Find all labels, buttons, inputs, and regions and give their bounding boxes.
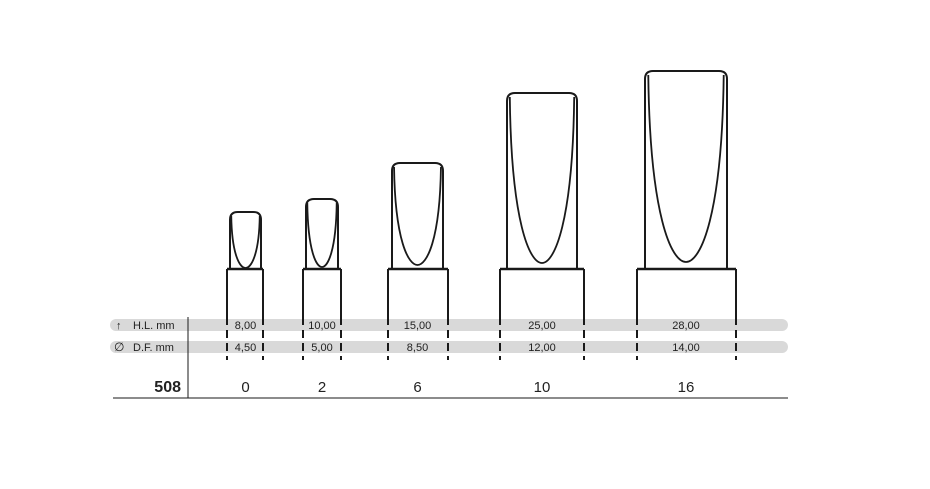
bur-blade-curve <box>647 74 725 263</box>
hl-value: 28,00 <box>672 320 700 332</box>
value-group: 8,00 4,50 0 10,00 5,00 2 15,00 8,50 6 25,00 12,00 1… <box>235 320 700 396</box>
bur-16 <box>636 70 737 360</box>
hl-value: 10,00 <box>308 320 336 332</box>
bur-0 <box>226 211 264 360</box>
hl-value: 15,00 <box>404 320 432 332</box>
df-value: 8,50 <box>407 342 428 354</box>
hl-value: 8,00 <box>235 320 256 332</box>
bur-head-outline <box>305 198 339 269</box>
size-number: 10 <box>534 379 551 396</box>
hl-value: 25,00 <box>528 320 556 332</box>
bur-6 <box>387 162 449 360</box>
hl-arrow-icon: ↑ <box>116 320 122 332</box>
df-row-label: D.F. mm <box>133 342 174 354</box>
df-value: 14,00 <box>672 342 700 354</box>
bur-blade-curve <box>393 166 442 266</box>
bur-2 <box>302 198 342 360</box>
size-number: 0 <box>241 379 249 396</box>
instrument-group <box>226 70 737 360</box>
product-code: 508 <box>154 379 181 396</box>
bur-head-outline <box>229 211 262 269</box>
bur-blade-curve <box>508 96 576 264</box>
size-number: 16 <box>678 379 695 396</box>
bur-head-outline <box>644 70 728 269</box>
bur-head-outline <box>506 92 578 269</box>
bur-blade-curve <box>306 202 338 268</box>
bur-head-outline <box>391 162 444 269</box>
df-value: 4,50 <box>235 342 256 354</box>
hl-row-label: H.L. mm <box>133 320 175 332</box>
size-number: 2 <box>318 379 326 396</box>
df-value: 5,00 <box>311 342 332 354</box>
diameter-icon: ∅ <box>114 340 124 354</box>
bur-10 <box>499 92 585 360</box>
size-number: 6 <box>413 379 421 396</box>
bur-blade-curve <box>230 215 261 269</box>
df-value: 12,00 <box>528 342 556 354</box>
